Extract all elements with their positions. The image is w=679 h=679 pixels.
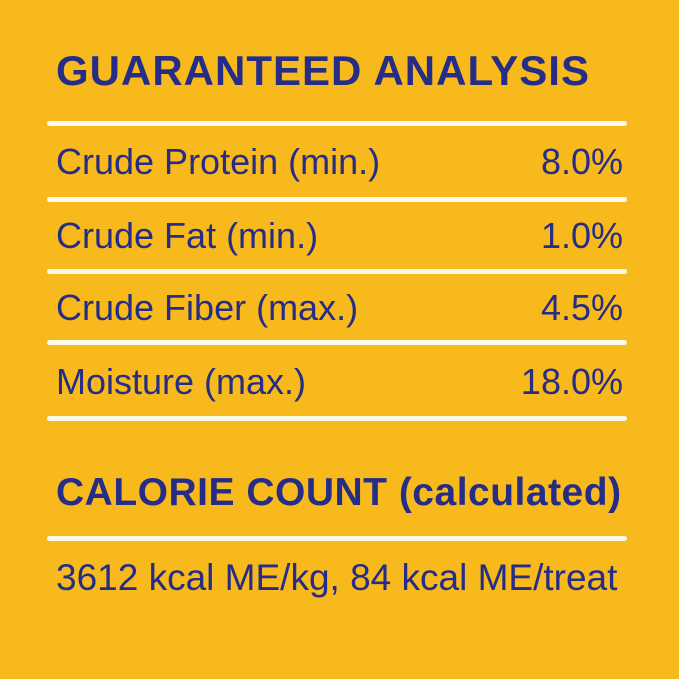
nutrient-name: Crude Fiber (max.) — [56, 287, 359, 328]
nutrient-value: 8.0% — [540, 141, 623, 182]
divider — [47, 121, 627, 126]
nutrient-value: 1.0% — [540, 215, 623, 256]
divider — [47, 536, 627, 541]
nutrient-name: Moisture (max.) — [56, 361, 307, 402]
guaranteed-analysis-title: GUARANTEED ANALYSIS — [56, 47, 590, 94]
divider — [47, 197, 627, 202]
calorie-count-value: 3612 kcal ME/kg, 84 kcal ME/treat — [56, 557, 618, 598]
nutrient-value: 4.5% — [540, 287, 623, 328]
table-row: Crude Fiber (max.) 4.5% — [56, 290, 623, 326]
table-row: Crude Fat (min.) 1.0% — [56, 218, 623, 254]
table-row: Crude Protein (min.) 8.0% — [56, 144, 623, 180]
calorie-count-title: CALORIE COUNT (calculated) — [56, 471, 622, 514]
divider — [47, 340, 627, 345]
divider — [47, 416, 627, 421]
nutrient-value: 18.0% — [520, 361, 623, 402]
divider — [47, 269, 627, 274]
table-row: Moisture (max.) 18.0% — [56, 364, 623, 400]
nutrient-name: Crude Protein (min.) — [56, 141, 381, 182]
nutrient-name: Crude Fat (min.) — [56, 215, 319, 256]
